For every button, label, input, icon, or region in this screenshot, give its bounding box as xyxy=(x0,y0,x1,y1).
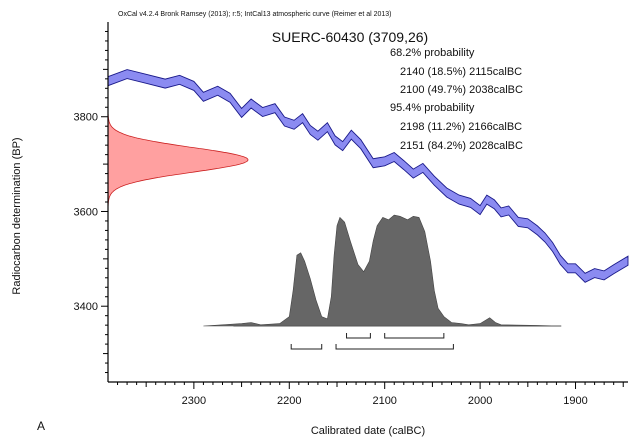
annotation-95-range-2: 2151 (84.2%) 2028calBC xyxy=(400,140,523,152)
panel-label: A xyxy=(37,419,45,433)
software-header: OxCal v4.2.4 Bronk Ramsey (2013); r:5; I… xyxy=(118,11,392,18)
x-tick-label: 2200 xyxy=(277,395,301,407)
y-tick-label: 3800 xyxy=(74,112,98,124)
y-tick-label: 3400 xyxy=(74,301,98,313)
annotation-68-heading: 68.2% probability xyxy=(390,47,475,59)
y-tick-label: 3600 xyxy=(74,206,98,218)
range-68-bracket xyxy=(346,333,371,339)
range-68-bracket xyxy=(384,333,445,339)
annotation-95-heading: 95.4% probability xyxy=(390,102,475,114)
annotation-68-range-1: 2140 (18.5%) 2115calBC xyxy=(400,66,522,78)
x-axis-label: Calibrated date (calBC) xyxy=(311,425,425,437)
x-tick-label: 2000 xyxy=(468,395,492,407)
x-tick-label: 2300 xyxy=(182,395,206,407)
range-95-bracket xyxy=(290,344,323,350)
calibrated-probability-distribution xyxy=(203,214,562,327)
x-tick-label: 2100 xyxy=(372,395,396,407)
measurement-distribution xyxy=(107,110,249,210)
calibration-curve-band xyxy=(107,69,629,283)
y-axis-label: Radiocarbon determination (BP) xyxy=(11,137,23,294)
annotation-68-range-2: 2100 (49.7%) 2038calBC xyxy=(400,84,523,96)
probability-annotations: 68.2% probability 2140 (18.5%) 2115calBC… xyxy=(390,47,523,152)
chart-title: SUERC-60430 (3709,26) xyxy=(272,29,428,45)
x-tick-label: 1900 xyxy=(563,395,587,407)
annotation-95-range-1: 2198 (11.2%) 2166calBC xyxy=(400,121,522,133)
range-95-bracket xyxy=(335,344,454,350)
